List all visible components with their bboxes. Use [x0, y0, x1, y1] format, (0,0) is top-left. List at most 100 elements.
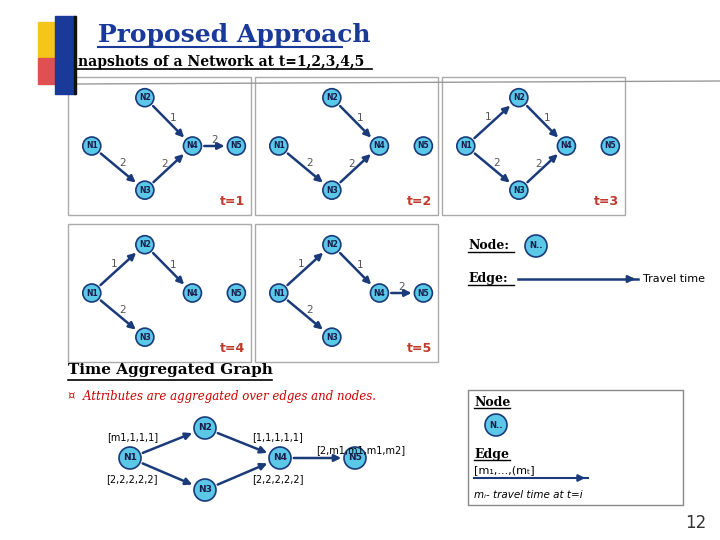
Circle shape [323, 235, 341, 254]
Text: [1,1,1,1,1]: [1,1,1,1,1] [252, 432, 303, 442]
Text: N1: N1 [86, 288, 98, 298]
Circle shape [136, 89, 154, 107]
FancyBboxPatch shape [68, 77, 251, 215]
Text: N..: N.. [529, 241, 543, 251]
Bar [38, 58, 74, 84]
Text: 1: 1 [544, 113, 550, 123]
FancyBboxPatch shape [255, 224, 438, 362]
Text: 1: 1 [356, 260, 363, 269]
Circle shape [485, 414, 507, 436]
Text: N2: N2 [326, 93, 338, 102]
Text: 1: 1 [356, 113, 363, 123]
Circle shape [557, 137, 575, 155]
Circle shape [510, 181, 528, 199]
Text: Time Aggregated Graph: Time Aggregated Graph [68, 363, 273, 377]
Text: t=3: t=3 [594, 195, 619, 208]
Text: 1: 1 [170, 113, 176, 123]
Text: N1: N1 [123, 454, 137, 462]
Text: N2: N2 [513, 93, 525, 102]
Text: 2: 2 [306, 306, 312, 315]
Text: N4: N4 [273, 454, 287, 462]
Circle shape [119, 447, 141, 469]
Text: Proposed Approach: Proposed Approach [98, 23, 371, 47]
Text: 1: 1 [485, 112, 492, 123]
Bar [74, 16, 76, 94]
Circle shape [344, 447, 366, 469]
Text: Travel time: Travel time [643, 274, 705, 284]
Text: N2: N2 [139, 93, 150, 102]
Text: 2: 2 [306, 158, 312, 168]
Text: 2: 2 [535, 159, 542, 168]
Text: N3: N3 [198, 485, 212, 495]
Text: 2: 2 [119, 306, 125, 315]
FancyBboxPatch shape [255, 77, 438, 215]
Circle shape [136, 235, 154, 254]
FancyBboxPatch shape [442, 77, 625, 215]
Circle shape [228, 137, 246, 155]
Circle shape [601, 137, 619, 155]
Text: 2: 2 [348, 159, 355, 168]
Text: 1: 1 [170, 260, 176, 269]
Text: t=1: t=1 [220, 195, 245, 208]
Text: N1: N1 [460, 141, 472, 151]
Circle shape [323, 328, 341, 346]
Text: t=2: t=2 [407, 195, 432, 208]
Circle shape [194, 417, 216, 439]
Text: N3: N3 [139, 186, 150, 194]
Text: N4: N4 [374, 288, 385, 298]
Text: N1: N1 [273, 141, 284, 151]
Circle shape [270, 137, 288, 155]
Text: 12: 12 [685, 514, 706, 532]
Bar [55, 16, 75, 94]
Text: N2: N2 [139, 240, 150, 249]
Text: N4: N4 [561, 141, 572, 151]
Text: N4: N4 [186, 141, 198, 151]
Circle shape [323, 181, 341, 199]
Text: [2,2,2,2,2]: [2,2,2,2,2] [252, 474, 304, 484]
Circle shape [525, 235, 547, 257]
Text: 1: 1 [111, 259, 117, 269]
Text: [m1,1,1,1]: [m1,1,1,1] [107, 432, 158, 442]
Text: 2: 2 [493, 158, 500, 168]
Text: 2: 2 [211, 135, 217, 145]
Text: N5: N5 [418, 288, 429, 298]
Circle shape [371, 137, 389, 155]
Circle shape [83, 137, 101, 155]
Circle shape [415, 137, 432, 155]
Text: N1: N1 [273, 288, 284, 298]
Text: N4: N4 [186, 288, 198, 298]
Text: t=4: t=4 [220, 342, 245, 355]
Text: t=5: t=5 [407, 342, 432, 355]
Text: N3: N3 [326, 186, 338, 194]
Text: N5: N5 [230, 288, 242, 298]
Text: N3: N3 [326, 333, 338, 342]
Text: 2: 2 [119, 158, 125, 168]
Text: Edge:: Edge: [468, 272, 508, 285]
Text: N5: N5 [605, 141, 616, 151]
Circle shape [510, 89, 528, 107]
Text: mᵢ- travel time at t=i: mᵢ- travel time at t=i [474, 490, 582, 500]
Bar [38, 22, 74, 58]
Text: Edge: Edge [474, 448, 509, 461]
Circle shape [83, 284, 101, 302]
Text: N4: N4 [374, 141, 385, 151]
Circle shape [270, 284, 288, 302]
Text: [m₁,...,(mₜ]: [m₁,...,(mₜ] [474, 465, 535, 475]
Text: Snapshots of a Network at t=1,2,3,4,5: Snapshots of a Network at t=1,2,3,4,5 [68, 55, 364, 69]
Text: Node:: Node: [468, 239, 509, 252]
Text: N3: N3 [513, 186, 525, 194]
Text: N2: N2 [198, 423, 212, 433]
Circle shape [184, 284, 202, 302]
FancyBboxPatch shape [468, 390, 683, 505]
Circle shape [323, 89, 341, 107]
Text: [2,m1,m1,m1,m2]: [2,m1,m1,m1,m2] [316, 445, 405, 455]
Text: N3: N3 [139, 333, 150, 342]
Text: 2: 2 [398, 282, 405, 292]
Text: ¤  Attributes are aggregated over edges and nodes.: ¤ Attributes are aggregated over edges a… [68, 390, 376, 403]
Text: Node: Node [474, 396, 510, 409]
Text: N..: N.. [490, 421, 503, 429]
Circle shape [269, 447, 291, 469]
Circle shape [184, 137, 202, 155]
Circle shape [194, 479, 216, 501]
Circle shape [456, 137, 474, 155]
